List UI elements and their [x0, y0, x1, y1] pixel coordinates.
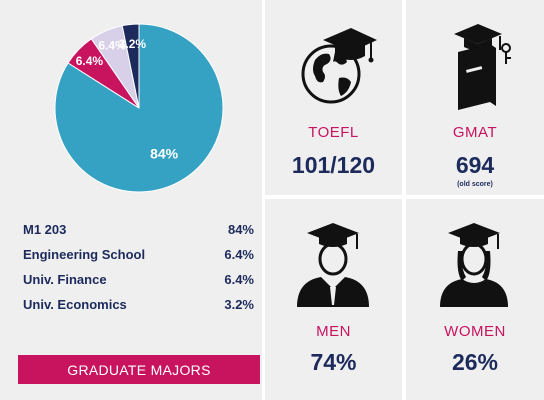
- pie-slice-label: 84%: [150, 146, 179, 162]
- toefl-tile: TOEFL 101/120: [265, 0, 402, 195]
- globe-graduation-cap-icon: [301, 28, 377, 104]
- legend-row: Engineering School 6.4%: [23, 247, 254, 267]
- men-label: MEN: [316, 323, 351, 340]
- pie-slice-label: 3.2%: [119, 37, 147, 51]
- women-percentage: 26%: [451, 349, 499, 375]
- toefl-score: 101/120: [291, 152, 376, 178]
- women-tile: WOMEN 26%: [406, 199, 544, 400]
- legend-value: 6.4%: [224, 272, 254, 287]
- gmat-label: GMAT: [452, 124, 498, 141]
- female-graduate-icon: [440, 223, 508, 307]
- book-graduation-cap-icon: [454, 24, 511, 110]
- legend-label: Engineering School: [23, 247, 146, 262]
- pie-slice-label: 6.4%: [98, 39, 126, 53]
- legend-label: Univ. Economics: [23, 297, 127, 312]
- legend-value: 3.2%: [224, 297, 254, 312]
- majors-panel: 84% 6.4% 6.4% 3.2% M1 203 84% Engineering S…: [0, 0, 262, 400]
- legend-label: M1 203: [23, 222, 67, 237]
- legend-row: M1 203 84%: [23, 222, 254, 242]
- graduate-majors-banner: GRADUATE MAJORS: [18, 355, 260, 384]
- legend-value: 84%: [227, 222, 254, 237]
- legend-value: 6.4%: [224, 247, 254, 262]
- legend-row: Univ. Economics 3.2%: [23, 297, 254, 317]
- gmat-tile: GMAT 694 (old score): [406, 0, 544, 195]
- gmat-note: (old score): [457, 181, 493, 188]
- men-percentage: 74%: [310, 349, 357, 375]
- majors-pie-chart: 84%6.4%6.4%3.2%: [54, 23, 224, 193]
- pie-slice: [121, 23, 140, 109]
- pie-slice-label: 6.4%: [76, 54, 104, 68]
- legend-row: Univ. Finance 6.4%: [23, 272, 254, 292]
- men-tile: MEN 74%: [265, 199, 402, 400]
- gmat-score: 694: [455, 152, 495, 178]
- toefl-label: TOEFL: [308, 124, 359, 141]
- legend-label: Univ. Finance: [23, 272, 107, 287]
- women-label: WOMEN: [444, 323, 506, 340]
- male-graduate-icon: [297, 223, 369, 307]
